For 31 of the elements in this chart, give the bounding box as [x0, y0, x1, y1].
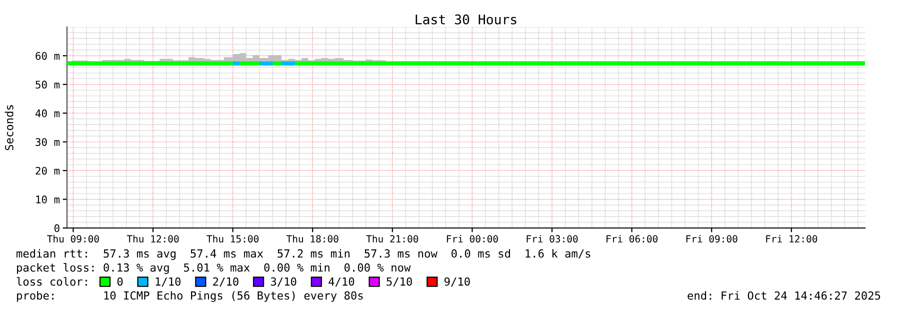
y-tick-label: 10 m [36, 196, 60, 204]
x-tick-label: Thu 15:00 [206, 234, 259, 243]
y-tick-label: 50 m [36, 80, 60, 89]
chart-title: Last 30 Hours [416, 14, 516, 24]
y-tick-label: 60 m [36, 52, 60, 60]
x-tick-label: Fri 09:00 [686, 234, 738, 243]
y-tick-label: 20 m [36, 166, 60, 175]
x-tick-label: Thu 18:00 [286, 234, 338, 243]
x-tick-label: Thu 12:00 [126, 234, 179, 243]
legend-label: 3/10 [270, 277, 296, 287]
legend-label: 0 [117, 277, 123, 286]
y-tick-label: 40 m [35, 109, 60, 118]
y-tick-label: 0 [54, 224, 60, 232]
x-tick-label: Fri 00:00 [446, 234, 498, 243]
y-axis-title: Seconds [4, 105, 14, 150]
legend-label: 1/10 [156, 277, 181, 287]
y-tick-label: 30 m [36, 138, 60, 146]
x-tick-label: Fri 06:00 [606, 234, 658, 243]
legend-label: 2/10 [213, 277, 238, 287]
text: end: Fri Oct 24 14:46:27 2025 [688, 291, 880, 300]
legend-label: 9/10 [444, 277, 470, 287]
x-tick-label: Thu 09:00 [47, 234, 99, 243]
text: median rtt: 57.3 ms avg 57.4 ms max 57.2 ms min 57.3 ms now 0.0 ms sd 1.6 k am/s [16, 249, 590, 260]
legend-label: 5/10 [386, 277, 412, 287]
legend-title: loss color: [16, 277, 87, 286]
x-tick-label: Fri 12:00 [766, 234, 818, 243]
x-tick-label: Fri 03:00 [526, 234, 578, 243]
text: packet loss: 0.13 % avg 5.01 % max 0.00 % min 0.00 % now [17, 263, 411, 274]
legend-label: 4/10 [328, 277, 354, 287]
x-tick-label: Thu 21:00 [366, 234, 418, 243]
text: probe: 10 ICMP Echo Pings (56 Bytes) every 80s [17, 291, 363, 302]
